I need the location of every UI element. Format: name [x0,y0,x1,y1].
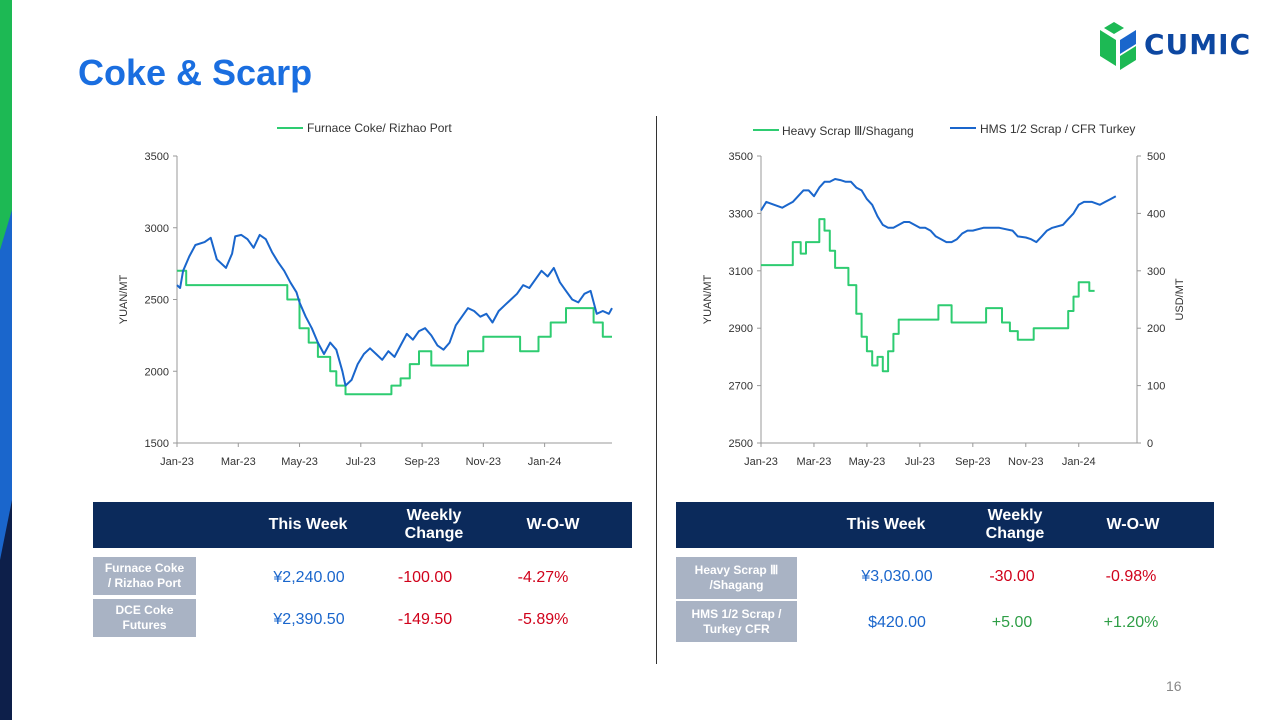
y2-tick-label: 200 [1147,323,1165,335]
y-tick-label: 2900 [729,323,753,335]
coke-price-chart: 1500 2000 2500 3000 3500 Jan-23 Mar-23 May-23 Ju… [118,121,613,468]
series-line [176,233,613,387]
cell-weekly-change: -100.00 [397,569,453,586]
x-tick-label: Sep-23 [404,456,439,468]
y-tick-label: 3300 [729,208,753,220]
x-tick-label: Mar-23 [797,456,832,468]
legend-label: Heavy Scrap Ⅲ/Shagang [782,124,914,138]
series-line [177,269,612,396]
y-axis-label: YUAN/MT [118,274,130,324]
cell-weekly-change: -30.00 [989,568,1035,585]
y2-tick-label: 500 [1147,151,1165,163]
x-tick-label: May-23 [849,456,886,468]
page-title: Coke & Scarp [78,52,313,93]
y-axis-label: YUAN/MT [702,274,714,324]
scrap-price-chart: 2500 2700 2900 3100 3300 3500 Jan-23 Mar-23 May-… [702,122,1186,468]
header-weekly-change: Weekly Change [985,507,1045,542]
y-tick-label: 3100 [729,266,753,278]
x-tick-label: Nov-23 [466,456,501,468]
y-tick-label: 2500 [145,295,169,307]
header-weekly-change: Weekly Change [404,507,464,542]
cell-wow: +1.20% [1103,614,1159,631]
header-wow: W-O-W [526,516,580,533]
y-tick-label: 2000 [145,366,169,378]
y2-tick-label: 400 [1147,208,1165,220]
section-divider [656,116,657,664]
y2-tick-label: 0 [1147,438,1153,450]
company-logo: CUMIC [1098,20,1258,70]
cell-weekly-change: -149.50 [397,611,453,628]
y2-tick-label: 100 [1147,381,1165,393]
row-label-heavy-scrap: Heavy Scrap Ⅲ /Shagang [676,557,797,599]
y-tick-label: 3500 [729,151,753,163]
page-number: 16 [1166,678,1182,694]
cell-this-week: ¥2,240.00 [273,569,345,586]
x-tick-label: May-23 [281,456,318,468]
y-tick-label: 2700 [729,381,753,393]
scrap-table-header: This Week Weekly Change W-O-W [676,502,1214,548]
y2-tick-label: 300 [1147,266,1165,278]
x-tick-label: Sep-23 [955,456,990,468]
cell-this-week: ¥2,390.50 [273,611,345,628]
row-label-hms-scrap: HMS 1/2 Scrap / Turkey CFR [676,601,797,642]
series-line [761,218,1095,373]
cell-wow: -0.98% [1105,568,1157,585]
x-tick-label: Jan-24 [1062,456,1096,468]
series-line [760,178,1117,244]
x-tick-label: Jan-23 [160,456,194,468]
y-tick-label: 1500 [145,438,169,450]
x-tick-label: Jul-23 [905,456,935,468]
x-tick-label: Jan-23 [744,456,778,468]
legend-label: HMS 1/2 Scrap / CFR Turkey [980,122,1135,136]
legend-label: Furnace Coke/ Rizhao Port [307,121,452,135]
y2-axis-label: USD/MT [1174,278,1186,320]
x-tick-label: Jul-23 [346,456,376,468]
coke-table-header: This Week Weekly Change W-O-W [93,502,632,548]
cell-this-week: $420.00 [868,614,926,631]
header-this-week: This Week [268,516,348,533]
y-tick-label: 3000 [145,223,169,235]
row-label-furnace-coke: Furnace Coke / Rizhao Port [93,557,196,595]
logo-mark-icon [1100,22,1136,70]
x-tick-label: Nov-23 [1008,456,1043,468]
x-tick-label: Jan-24 [528,456,562,468]
x-tick-label: Mar-23 [221,456,256,468]
cell-wow: -4.27% [517,569,569,586]
y-tick-label: 3500 [145,151,169,163]
cell-wow: -5.89% [517,611,569,628]
cell-this-week: ¥3,030.00 [861,568,933,585]
y-tick-label: 2500 [729,438,753,450]
row-label-dce-coke: DCE Coke Futures [93,599,196,637]
header-this-week: This Week [846,516,926,533]
logo-text: CUMIC [1144,28,1252,61]
left-accent-stripe [0,0,12,720]
header-wow: W-O-W [1106,516,1160,533]
cell-weekly-change: +5.00 [991,614,1033,631]
